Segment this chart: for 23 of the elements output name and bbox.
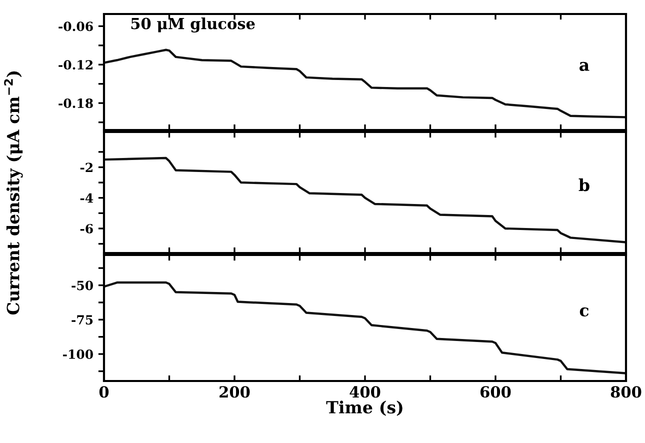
x-axis-title: Time (s) <box>326 400 402 416</box>
annotation: b <box>578 178 590 192</box>
x-tick-label: 600 <box>480 386 511 398</box>
y-tick-label: -0.12 <box>58 60 92 70</box>
y-tick-label: -4 <box>80 193 94 203</box>
annotation: a <box>580 62 590 72</box>
y-tick-label: -0.06 <box>58 22 93 32</box>
x-tick-label: 0 <box>99 386 109 398</box>
annotation: 50 μM glucose <box>131 17 255 32</box>
x-tick-label: 800 <box>610 386 642 398</box>
annotation: c <box>580 307 589 317</box>
line-series <box>104 281 626 374</box>
line-series <box>104 48 626 118</box>
x-tick-label: 200 <box>220 386 250 398</box>
y-axis-title: Current density (μA cm$^{−2}$) <box>4 71 23 315</box>
y-tick-label: -0.18 <box>58 98 93 108</box>
y-tick-label: -75 <box>72 315 93 325</box>
y-tick-label: -2 <box>80 162 92 172</box>
x-tick-label: 400 <box>350 386 380 398</box>
line-series <box>104 156 626 244</box>
y-tick-label: -6 <box>80 224 93 234</box>
y-tick-label: -100 <box>62 350 93 359</box>
y-tick-label: -50 <box>72 280 93 290</box>
